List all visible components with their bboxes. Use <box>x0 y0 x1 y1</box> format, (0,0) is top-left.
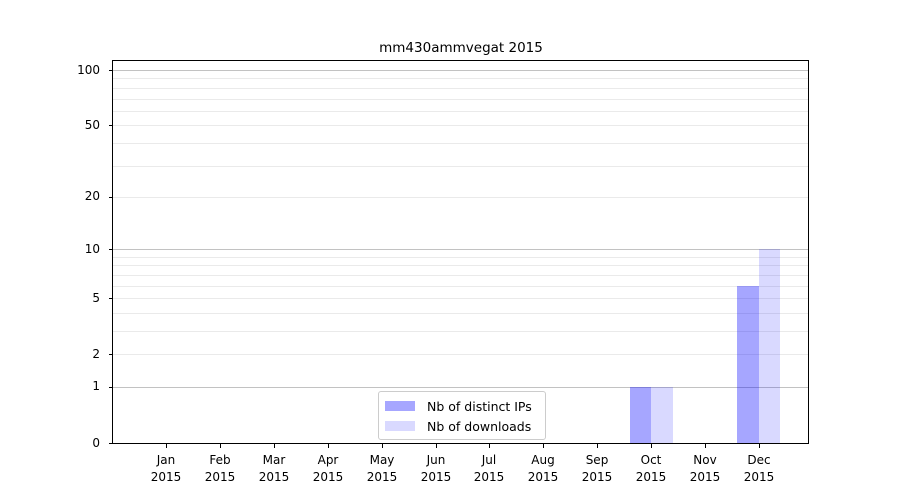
x-tick-label-aug-2015: Aug 2015 <box>516 452 570 486</box>
legend-swatch-nb-of-downloads <box>385 421 415 431</box>
x-tick-label-line: Jun <box>426 453 446 467</box>
x-tick-mark-sep-2015 <box>597 444 598 448</box>
y-gridline-minor-90 <box>113 78 808 79</box>
x-tick-label-line: 2015 <box>258 470 290 484</box>
y-tick-mark-10 <box>109 249 113 250</box>
x-tick-label-oct-2015: Oct 2015 <box>624 452 678 486</box>
bar-nb-of-downloads-dec-2015 <box>758 249 781 443</box>
x-tick-label-line: Mar <box>262 453 286 467</box>
y-tick-label-1: 1 <box>92 379 100 393</box>
x-tick-label-line: 2015 <box>689 470 721 484</box>
y-gridline-minor-20 <box>113 197 808 198</box>
y-gridline-minor-50 <box>113 125 808 126</box>
y-gridline-minor-6 <box>113 286 808 287</box>
x-tick-label-mar-2015: Mar 2015 <box>247 452 301 486</box>
y-tick-label-0: 0 <box>92 436 100 450</box>
y-gridline-minor-9 <box>113 257 808 258</box>
x-tick-mark-aug-2015 <box>543 444 544 448</box>
x-tick-label-line: May <box>369 453 395 467</box>
x-tick-label-line: 2015 <box>635 470 667 484</box>
y-tick-label-5: 5 <box>92 291 100 305</box>
y-gridline-minor-2 <box>113 354 808 355</box>
y-tick-label-50: 50 <box>84 118 100 132</box>
y-tick-mark-5 <box>109 298 113 299</box>
x-tick-label-line: Feb <box>209 453 231 467</box>
x-tick-label-feb-2015: Feb 2015 <box>193 452 247 486</box>
y-gridline-minor-8 <box>113 265 808 266</box>
y-tick-label-100: 100 <box>77 63 100 77</box>
legend-row-nb-of-downloads: Nb of downloads <box>385 416 545 436</box>
y-tick-mark-50 <box>109 125 113 126</box>
legend: Nb of distinct IPs Nb of downloads <box>378 391 546 440</box>
x-tick-label-line: Aug <box>531 453 555 467</box>
y-tick-mark-1 <box>109 387 113 388</box>
x-tick-label-jun-2015: Jun 2015 <box>409 452 463 486</box>
y-tick-mark-0 <box>109 443 113 444</box>
x-tick-label-line: Apr <box>317 453 339 467</box>
x-tick-mark-dec-2015 <box>759 444 760 448</box>
legend-swatch-nb-of-distinct-ips <box>385 401 415 411</box>
x-tick-label-line: Nov <box>693 453 717 467</box>
x-tick-mark-apr-2015 <box>328 444 329 448</box>
x-tick-mark-nov-2015 <box>705 444 706 448</box>
y-gridline-minor-3 <box>113 331 808 332</box>
x-tick-mark-jan-2015 <box>166 444 167 448</box>
y-tick-mark-20 <box>109 197 113 198</box>
x-tick-mark-jul-2015 <box>489 444 490 448</box>
bar-nb-of-distinct-ips-dec-2015 <box>737 285 759 443</box>
y-tick-label-10: 10 <box>84 242 100 256</box>
x-tick-label-line: Jul <box>481 453 497 467</box>
x-tick-label-line: Jan <box>156 453 176 467</box>
x-tick-mark-may-2015 <box>382 444 383 448</box>
x-tick-label-line: 2015 <box>581 470 613 484</box>
x-tick-label-line: 2015 <box>366 470 398 484</box>
x-tick-label-apr-2015: Apr 2015 <box>301 452 355 486</box>
x-tick-label-line: 2015 <box>527 470 559 484</box>
y-tick-mark-2 <box>109 354 113 355</box>
x-tick-label-line: 2015 <box>420 470 452 484</box>
x-tick-label-line: Oct <box>640 453 662 467</box>
x-tick-mark-jun-2015 <box>436 444 437 448</box>
x-tick-label-jul-2015: Jul 2015 <box>462 452 516 486</box>
y-tick-label-20: 20 <box>84 189 100 203</box>
y-gridline-major-1 <box>113 387 808 388</box>
y-gridline-minor-5 <box>113 298 808 299</box>
x-tick-label-nov-2015: Nov 2015 <box>678 452 732 486</box>
y-gridline-major-100 <box>113 70 808 71</box>
x-tick-label-line: 2015 <box>150 470 182 484</box>
bar-nb-of-distinct-ips-oct-2015 <box>629 386 652 443</box>
y-gridline-minor-40 <box>113 143 808 144</box>
x-tick-label-line: 2015 <box>743 470 775 484</box>
x-tick-label-may-2015: May 2015 <box>355 452 409 486</box>
legend-items: Nb of distinct IPs Nb of downloads <box>385 396 545 436</box>
x-tick-label-line: 2015 <box>204 470 236 484</box>
y-gridline-minor-60 <box>113 111 808 112</box>
legend-label-nb-of-distinct-ips: Nb of distinct IPs <box>427 398 532 414</box>
y-tick-mark-100 <box>109 70 113 71</box>
x-tick-mark-oct-2015 <box>651 444 652 448</box>
chart-title: mm430ammvegat 2015 <box>379 40 543 56</box>
y-gridline-minor-30 <box>113 166 808 167</box>
x-tick-label-line: Dec <box>747 453 771 467</box>
x-tick-label-line: 2015 <box>473 470 505 484</box>
x-tick-label-dec-2015: Dec 2015 <box>732 452 786 486</box>
x-tick-mark-feb-2015 <box>220 444 221 448</box>
legend-label-nb-of-downloads: Nb of downloads <box>427 418 532 434</box>
y-tick-label-2: 2 <box>92 347 100 361</box>
x-tick-mark-mar-2015 <box>274 444 275 448</box>
y-gridline-minor-80 <box>113 88 808 89</box>
y-gridline-minor-4 <box>113 313 808 314</box>
bar-nb-of-downloads-oct-2015 <box>651 386 673 443</box>
y-gridline-minor-7 <box>113 275 808 276</box>
legend-row-nb-of-distinct-ips: Nb of distinct IPs <box>385 396 545 416</box>
x-tick-label-line: Sep <box>585 453 609 467</box>
x-tick-label-line: 2015 <box>312 470 344 484</box>
y-gridline-minor-70 <box>113 99 808 100</box>
x-tick-label-jan-2015: Jan 2015 <box>139 452 193 486</box>
y-gridline-major-10 <box>113 249 808 250</box>
x-tick-label-sep-2015: Sep 2015 <box>570 452 624 486</box>
